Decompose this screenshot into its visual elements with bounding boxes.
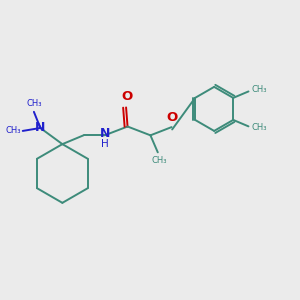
Text: O: O [167, 111, 178, 124]
Text: N: N [35, 121, 46, 134]
Text: O: O [121, 90, 132, 103]
Text: N: N [100, 128, 110, 140]
Text: CH₃: CH₃ [251, 85, 267, 94]
Text: CH₃: CH₃ [152, 156, 167, 165]
Text: CH₃: CH₃ [26, 99, 42, 108]
Text: CH₃: CH₃ [251, 123, 267, 132]
Text: H: H [101, 139, 109, 148]
Text: CH₃: CH₃ [6, 126, 21, 135]
